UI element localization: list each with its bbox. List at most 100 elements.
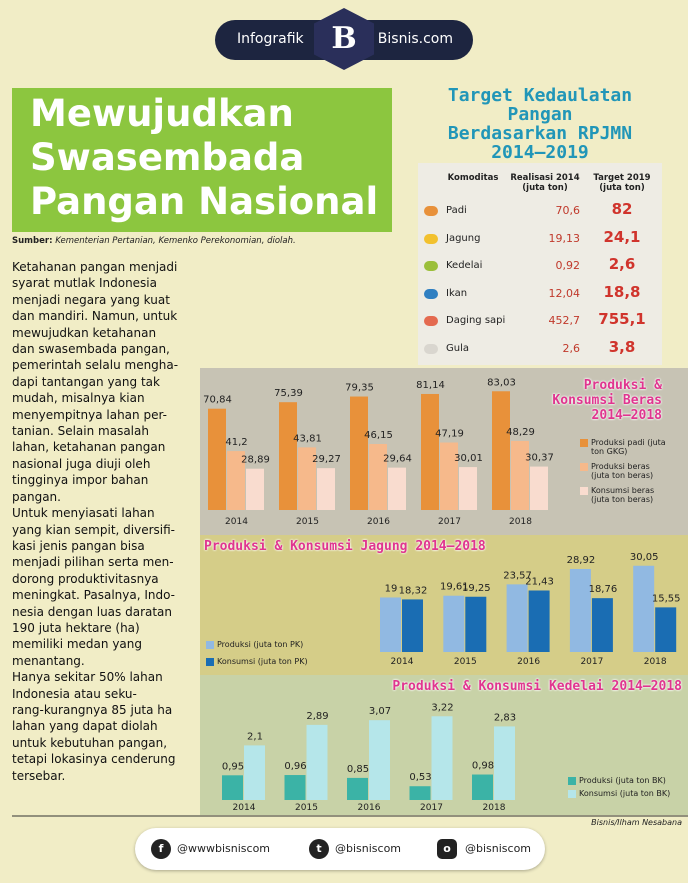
value-label: 81,14 [416, 380, 445, 391]
bar [506, 584, 528, 652]
x-tick-label: 2016 [517, 657, 540, 667]
x-tick-label: 2018 [644, 657, 667, 667]
body-line: dorong produktivitasnya [12, 571, 159, 586]
credit: Bisnis/Ilham Nesabana [591, 818, 682, 827]
x-tick-label: 2016 [358, 803, 381, 813]
value-label: 47,19 [435, 429, 464, 440]
bar [459, 467, 477, 510]
title-line: Swasembada [30, 136, 305, 179]
header-right: Bisnis.com [377, 31, 453, 47]
header-left: Infografik [237, 31, 304, 47]
x-tick-label: 2014 [233, 803, 256, 813]
x-tick-label: 2014 [225, 517, 248, 527]
value-label: 19 [385, 583, 398, 594]
body-line: mudah, misalnya kian [12, 391, 145, 406]
bar [350, 396, 368, 510]
table-icon [424, 288, 438, 299]
bar [591, 598, 613, 652]
body-line: menjadi negara yang kuat [12, 292, 170, 307]
legend-label: Konsumsi (juta ton BK) [579, 789, 671, 798]
table-cell: 24,1 [603, 227, 641, 246]
value-label: 29,64 [383, 454, 412, 465]
bar [440, 442, 458, 510]
body-line: lahan, ketahanan pangan [12, 440, 166, 455]
bar [369, 720, 390, 800]
bar [569, 568, 591, 652]
x-tick-label: 2015 [296, 517, 319, 527]
value-label: 15,55 [652, 593, 681, 604]
value-label: 0,98 [472, 761, 494, 772]
table-cell: 18,8 [603, 282, 641, 301]
value-label: 19,61 [440, 582, 469, 593]
x-tick-label: 2018 [509, 517, 532, 527]
table-icon [424, 206, 438, 216]
x-tick-label: 2017 [420, 803, 443, 813]
value-label: 48,29 [506, 427, 535, 438]
value-label: 41,2 [225, 437, 247, 448]
table-cell: 755,1 [598, 310, 646, 328]
value-label: 18,32 [399, 585, 428, 596]
instagram-icon: o [437, 839, 457, 859]
legend-label: Produksi (juta ton PK) [217, 640, 304, 649]
table-header: Target 2019 (juta ton) [593, 173, 651, 193]
table-title-line: Target Kedaulatan Pangan [447, 85, 633, 125]
twitter-handle[interactable]: @bisniscom [335, 842, 402, 855]
body-line: lahan yang dapat diolah [12, 719, 158, 734]
bar [530, 466, 548, 510]
value-label: 3,07 [369, 706, 391, 717]
legend-label: Produksi beras (juta ton beras) [591, 462, 654, 480]
value-label: 2,83 [494, 712, 516, 723]
bar [421, 393, 439, 510]
table-cell: Padi [446, 205, 467, 216]
value-label: 2,89 [306, 711, 328, 722]
value-label: 0,96 [284, 761, 306, 772]
facebook-handle[interactable]: @wwwbisniscom [177, 842, 271, 855]
bar [465, 596, 487, 652]
value-label: 30,05 [630, 552, 659, 563]
bar [347, 777, 368, 800]
x-tick-label: 2016 [367, 517, 390, 527]
legend-label: Produksi (juta ton BK) [579, 776, 666, 785]
value-label: 83,03 [487, 377, 516, 388]
body-line: Ketahanan pangan menjadi [12, 260, 178, 274]
body-line: nesia dengan luas daratan [12, 604, 173, 619]
legend-swatch [206, 658, 214, 666]
body-line: Indonesia atau seku- [12, 686, 137, 701]
source-text: Kementerian Pertanian, Kemenko Perekonom… [55, 236, 296, 246]
legend-swatch [206, 641, 214, 649]
value-label: 0,53 [409, 772, 431, 783]
body-line: memiliki medan yang [12, 637, 143, 652]
body-line: tersebar. [12, 768, 66, 783]
body-text: Ketahanan pangan menjadi syarat mutlak In… [12, 259, 197, 784]
body-line: syarat mutlak Indonesia [12, 276, 157, 291]
bar [528, 590, 550, 652]
bar [388, 467, 406, 510]
legend-label: Konsumsi (juta ton PK) [217, 657, 308, 666]
bar [443, 595, 465, 652]
value-label: 0,95 [222, 761, 244, 772]
body-line: dan mandiri. Namun, untuk [12, 309, 178, 324]
table-cell: Gula [446, 342, 469, 354]
x-tick-label: 2017 [580, 657, 603, 667]
table-cell: 70,6 [555, 204, 581, 217]
table-icon [424, 316, 438, 326]
body-line: menyempitnya lahan per- [12, 407, 167, 422]
table-header: Realisasi 2014 (juta ton) [510, 173, 580, 193]
value-label: 75,39 [274, 388, 303, 399]
value-label: 29,27 [312, 454, 341, 465]
source: Sumber: Kementerian Pertanian, Kemenko P… [12, 236, 296, 246]
body-line: dan swasembada pangan, [12, 342, 170, 357]
table-cell: 3,8 [608, 337, 636, 356]
x-tick-label: 2018 [483, 803, 506, 813]
bar [227, 451, 245, 510]
table-icon [424, 261, 438, 271]
body-line: untuk kebutuhan pangan, [12, 735, 168, 750]
x-tick-label: 2017 [438, 517, 461, 527]
bar [284, 775, 306, 800]
value-label: 70,84 [203, 395, 232, 406]
bar [472, 774, 493, 800]
body-line: menjadi pilihan serta men- [12, 555, 174, 570]
chart-title: Produksi & Konsumsi Jagung 2014–2018 [204, 539, 486, 554]
legend-swatch [568, 790, 576, 798]
instagram-handle[interactable]: @bisniscom [465, 842, 532, 855]
